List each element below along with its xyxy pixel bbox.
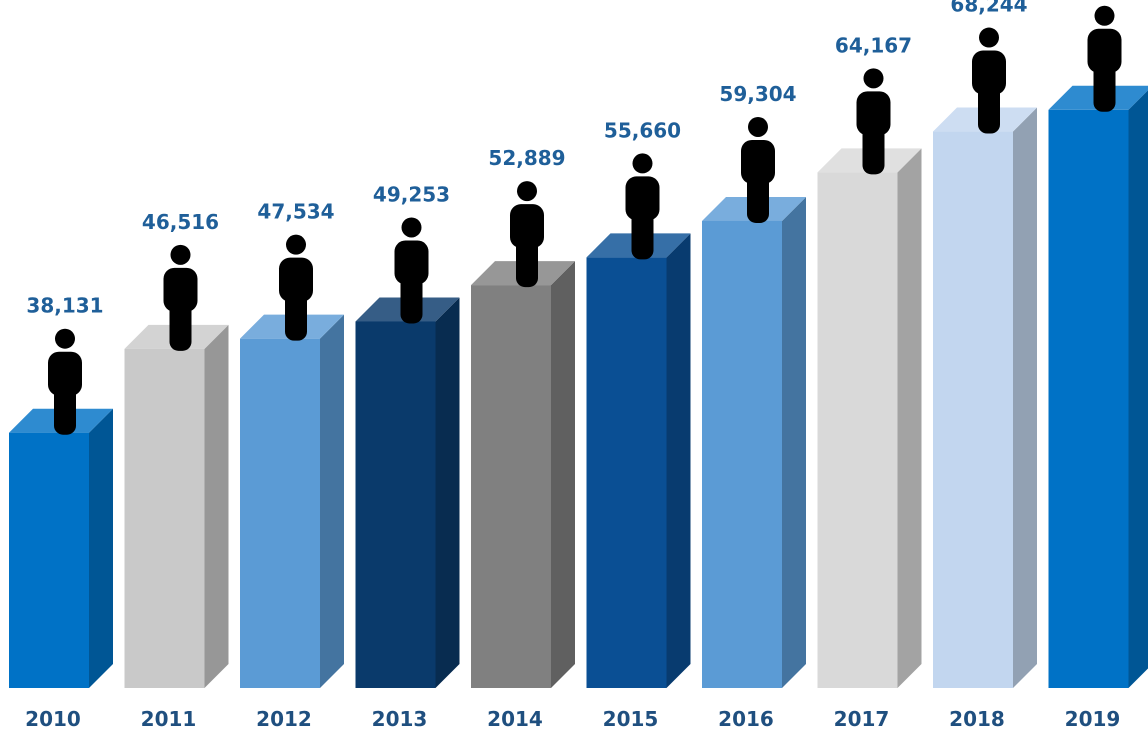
bar-side-face <box>89 408 113 688</box>
person-icon <box>48 328 82 435</box>
bar-2016 <box>702 196 806 688</box>
year-label: 2014 <box>487 707 543 731</box>
bar-side-face <box>1128 90 1148 688</box>
category-labels-group: 2010 2011 2012 2013 2014 2015 2016 2017 2018 2019 <box>25 707 1120 731</box>
bar-side-face <box>551 261 575 688</box>
person-icon <box>163 244 198 351</box>
bar-front-face <box>355 321 436 688</box>
person-icon <box>510 181 544 288</box>
year-label: 2019 <box>1065 707 1121 731</box>
year-label: 2015 <box>603 707 659 731</box>
bars-group <box>9 85 1148 689</box>
bar-front-face <box>9 432 89 688</box>
person-icon <box>741 116 775 223</box>
bar-front-face <box>124 348 205 688</box>
year-label: 2016 <box>718 707 774 731</box>
bar-side-face <box>320 314 344 688</box>
bar-2012 <box>240 314 344 688</box>
bar-side-face <box>1013 107 1037 688</box>
bar-front-face <box>586 257 667 688</box>
bar-2017 <box>817 148 922 688</box>
person-icon <box>279 234 313 341</box>
bar-side-face <box>666 233 691 688</box>
value-label: 68,244 <box>950 0 1027 17</box>
year-label: 2012 <box>256 707 312 731</box>
value-labels-group: 38,131 46,516 47,534 49,253 52,889 55,660 59,3… <box>26 0 1027 318</box>
value-label: 55,660 <box>604 118 681 142</box>
bar-side-face <box>897 148 922 688</box>
bar-2014 <box>471 261 575 688</box>
bar-2018 <box>933 107 1037 688</box>
value-label: 49,253 <box>373 182 450 206</box>
value-label: 59,304 <box>719 82 796 106</box>
year-label: 2010 <box>25 707 81 731</box>
value-label: 47,534 <box>257 200 334 224</box>
value-label: 64,167 <box>835 33 912 57</box>
bar-front-face <box>933 131 1013 688</box>
bar-2015 <box>586 233 691 688</box>
bar-2010 <box>9 408 113 688</box>
bar-side-face <box>204 324 229 688</box>
bar-2013 <box>355 297 460 688</box>
bar-front-face <box>1048 109 1129 689</box>
bar-front-face <box>702 220 782 688</box>
person-icon <box>394 217 429 324</box>
person-icon <box>972 27 1006 134</box>
year-label: 2018 <box>949 707 1005 731</box>
value-label: 46,516 <box>142 210 219 234</box>
person-icon <box>625 153 660 260</box>
bar-front-face <box>240 338 320 688</box>
person-icons-group <box>48 5 1122 435</box>
bar-2019 <box>1048 85 1148 689</box>
bar-2011 <box>124 324 229 688</box>
bar-side-face <box>435 297 460 688</box>
year-label: 2013 <box>372 707 428 731</box>
year-label: 2011 <box>141 707 197 731</box>
bar-front-face <box>471 285 551 688</box>
year-label: 2017 <box>834 707 890 731</box>
bar-side-face <box>782 196 806 688</box>
value-label: 52,889 <box>488 146 565 170</box>
person-icon <box>1087 5 1122 112</box>
value-label: 38,131 <box>26 294 103 318</box>
person-icon <box>856 68 891 175</box>
bar-front-face <box>817 172 898 688</box>
